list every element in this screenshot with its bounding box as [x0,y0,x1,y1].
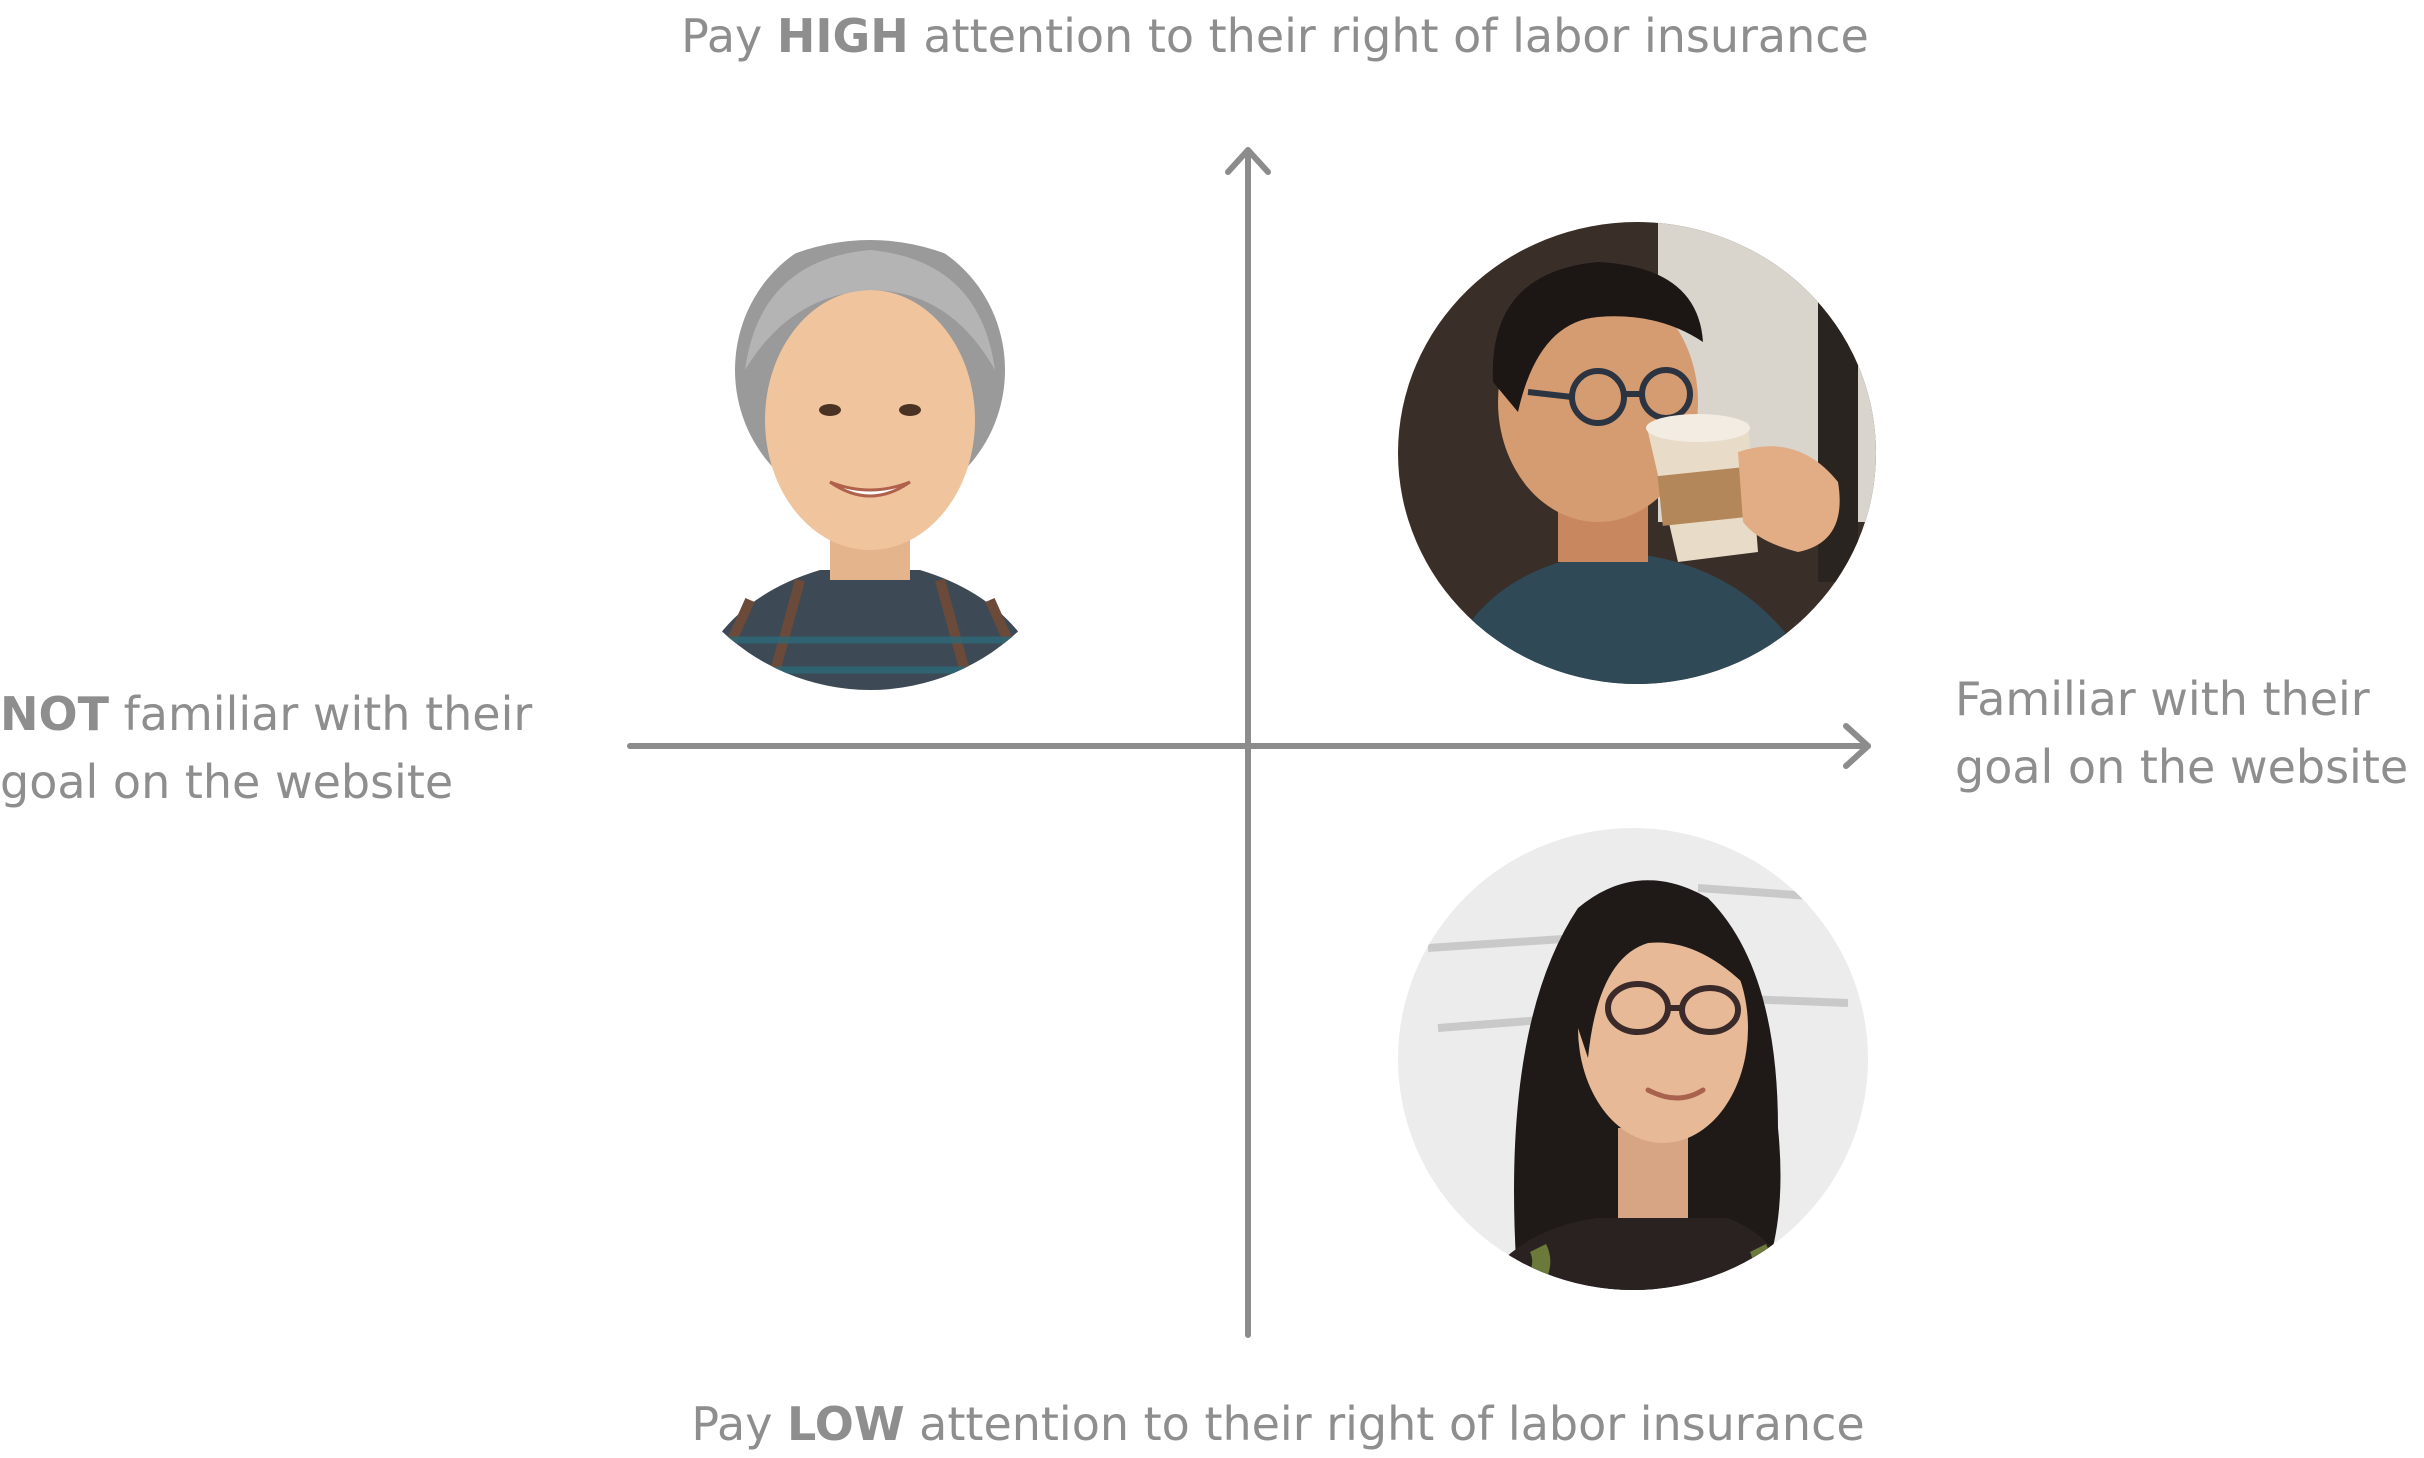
persona-man-coffee-photo [1398,222,1876,684]
top-label-prefix: Pay [681,9,777,63]
right-axis-label: Familiar with their goal on the website [1955,665,2408,801]
right-label-line1: Familiar with their [1955,672,2370,726]
top-label-suffix: attention to their right of labor insura… [908,9,1869,63]
persona-young-woman-photo [1398,828,1868,1290]
horizontal-axis-arrowhead [1843,723,1871,769]
top-axis-label: Pay HIGH attention to their right of lab… [0,2,2424,70]
right-label-line2: goal on the website [1955,740,2409,794]
left-label-line1-suffix: familiar with their [108,687,533,741]
top-label-emphasis: HIGH [776,9,909,63]
left-axis-label: NOT familiar with their goal on the webs… [0,680,532,816]
left-label-line2: goal on the website [0,755,454,809]
vertical-axis-arrowhead [1225,147,1271,175]
left-label-line1: NOT familiar with their [0,680,532,748]
persona-older-woman-photo [650,220,1090,690]
left-label-emphasis: NOT [0,687,109,741]
